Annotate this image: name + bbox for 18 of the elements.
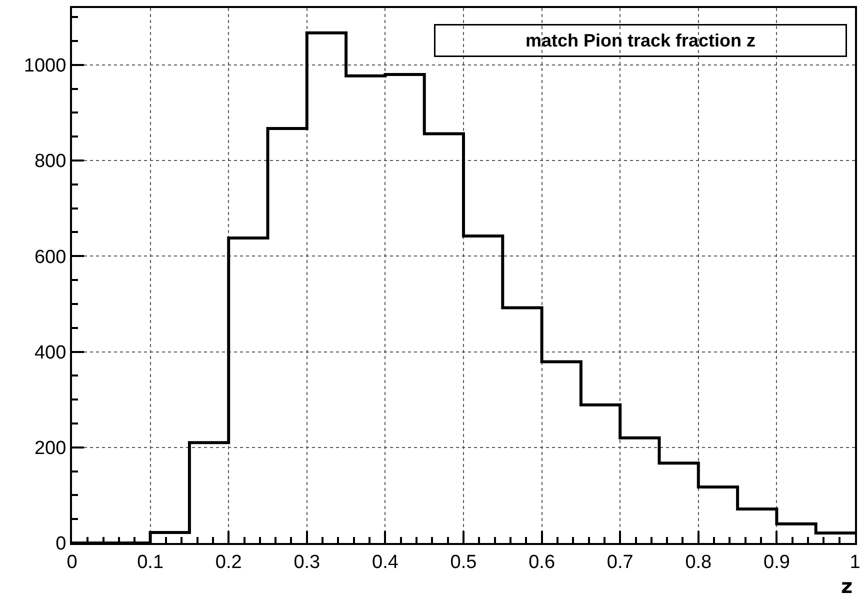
x-tick-label: 0.9 — [763, 552, 790, 573]
x-tick-label: 1 — [850, 552, 860, 573]
x-tick-label: 0.2 — [215, 552, 242, 573]
y-tick-label: 600 — [34, 246, 66, 268]
x-tick-label: 0.1 — [137, 552, 164, 573]
y-tick-label: 400 — [34, 342, 66, 364]
y-tick-label: 800 — [34, 151, 66, 172]
x-axis-title: z — [841, 574, 853, 598]
x-tick-label: 0.6 — [528, 552, 556, 573]
x-tick-label: 0.4 — [372, 552, 399, 573]
y-tick-label: 200 — [34, 438, 66, 460]
x-tick-label: 0.5 — [450, 552, 477, 573]
y-tick-label: 1000 — [24, 56, 66, 77]
x-tick-label: 0.3 — [294, 552, 320, 573]
text: match Pion track fraction z — [525, 30, 756, 50]
x-tick-label: 0.7 — [606, 552, 634, 573]
x-tick-label: 0.8 — [685, 552, 712, 573]
y-tick-label: 0 — [56, 534, 66, 555]
